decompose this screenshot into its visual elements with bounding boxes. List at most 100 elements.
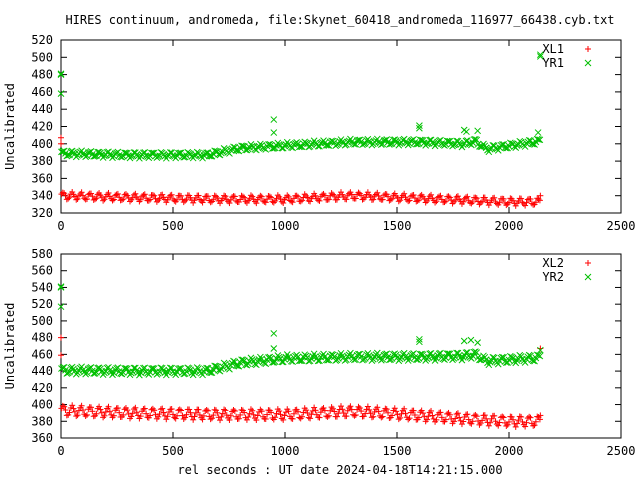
x-axis-label: rel seconds : UT date 2024-04-18T14:21:1… [177,463,502,477]
y-tick-label: 360 [31,431,53,445]
data-point [137,196,144,203]
data-point [325,356,333,364]
outlier-point [57,71,65,78]
outlier-point [537,51,544,59]
data-point [433,198,440,205]
data-point [367,193,374,200]
data-point [226,365,233,373]
data-point [235,415,242,422]
data-point [375,192,382,199]
data-point [530,422,537,429]
data-point [141,148,149,156]
data-point [476,143,483,150]
data-point [257,192,264,199]
data-point [299,197,306,204]
data-point [379,413,386,420]
y-tick-label: 560 [31,264,53,278]
data-point [148,406,155,413]
data-point [222,407,229,414]
data-point [316,357,323,365]
outlier-point [537,192,544,199]
outlier-point [270,129,278,136]
data-point [293,192,300,199]
series-XL1 [58,134,544,209]
data-point [503,423,510,430]
data-point [437,409,444,416]
data-point [172,415,179,422]
data-point [401,190,408,197]
data-point [304,409,311,416]
data-point [180,199,187,206]
data-point [208,415,215,422]
x-tick-label: 2000 [495,444,524,458]
data-point [125,410,132,417]
data-point [171,197,178,204]
data-point [282,409,289,416]
data-point [262,199,269,206]
data-point [437,136,444,144]
data-point [376,195,383,202]
data-point [112,192,119,199]
data-point [164,196,171,203]
y-tick-label: 520 [31,297,53,311]
data-point [351,412,358,419]
data-point [391,405,398,412]
data-point [88,404,95,411]
y-tick-label: 480 [31,331,53,345]
data-point [66,194,73,201]
data-point [496,419,503,426]
data-point [262,416,269,423]
data-point [59,402,66,409]
data-point [149,405,156,412]
data-point [512,202,519,209]
data-point [110,412,117,419]
data-point [331,192,338,199]
data-point [406,197,413,204]
data-point [501,144,509,152]
data-point [94,191,101,198]
data-point [343,413,350,420]
data-point [222,193,229,200]
data-point [156,411,163,418]
data-point [450,418,457,425]
data-point [167,192,174,199]
data-point [199,199,206,206]
data-point [85,191,92,198]
data-point [78,363,85,371]
outlier-point [474,127,481,135]
data-point [437,349,444,357]
y-tick-label: 420 [31,381,53,395]
data-point [460,198,467,205]
outlier-point [416,122,423,129]
data-point [442,198,449,205]
data-point [214,194,221,201]
data-point [74,195,81,202]
x-tick-label: 1500 [383,444,412,458]
data-point [190,416,197,423]
outlier-point [57,70,65,78]
data-point [290,410,297,417]
data-point [410,350,417,357]
data-point [150,365,158,372]
data-point [113,191,120,198]
data-point [65,195,72,202]
data-point [438,414,445,421]
data-point [273,410,280,417]
data-point [348,191,355,198]
legend-label: YR2 [542,270,564,284]
data-point [370,413,377,420]
data-point [452,415,459,422]
data-point [452,197,459,204]
data-point [289,199,296,206]
data-point [483,415,490,422]
data-point [58,191,65,198]
y-tick-label: 500 [31,50,53,64]
data-point [506,418,512,425]
data-point [74,412,81,419]
data-point [79,407,86,414]
data-point [351,356,358,364]
data-point [410,407,417,414]
data-point [370,196,377,203]
data-point [506,199,512,206]
data-point [178,407,185,414]
